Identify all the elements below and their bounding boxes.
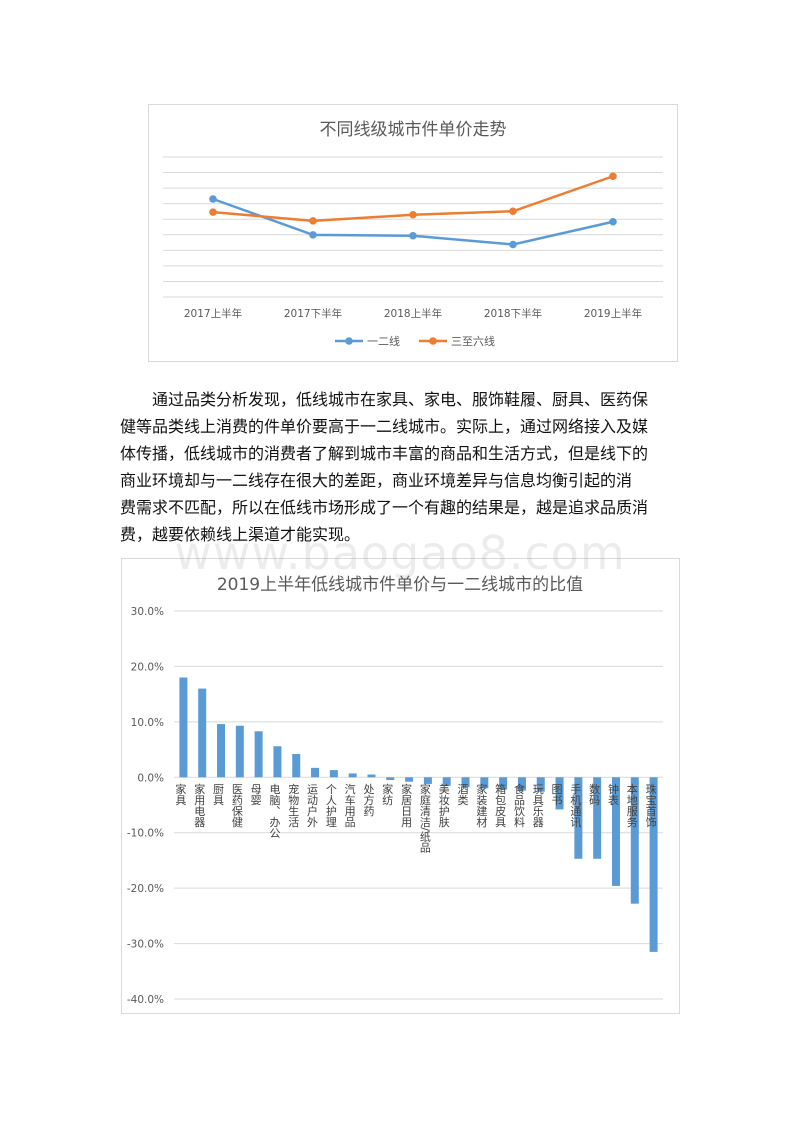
- paragraph-line-5: 费需求不匹配，所以在低线市场形成了一个有趣的结果是，越是追求品质消: [120, 498, 649, 517]
- bar: [649, 777, 658, 952]
- y-tick-label: -20.0%: [127, 883, 164, 895]
- bar: [630, 777, 639, 904]
- bar: [367, 774, 376, 778]
- series-point: [409, 231, 417, 240]
- bar: [517, 777, 526, 791]
- category-label: 玩具乐器: [531, 783, 544, 828]
- y-tick-label: -10.0%: [127, 828, 164, 840]
- bar: [423, 777, 432, 784]
- bar: [480, 777, 489, 789]
- series-point: [209, 195, 217, 203]
- category-label: 电脑、办公: [268, 783, 281, 838]
- category-label: 家具: [174, 782, 187, 805]
- category-label: 厨具: [212, 783, 225, 805]
- series-point: [309, 231, 317, 239]
- category-label: 家居日用: [400, 782, 413, 828]
- paragraph-line-6: 费，越要依赖线上渠道才能实现。: [120, 525, 361, 544]
- line-chart-title: 不同线级城市件单价走势: [320, 120, 507, 140]
- bar: [405, 777, 414, 782]
- paragraph-line-2: 健等品类线上消费的件单价要高于一二线城市。实际上，通过网络接入及媒: [120, 417, 649, 436]
- line-chart: 不同线级城市件单价走势 2017上半年 2017下半年 2018上半年 2018下半年 2…: [163, 120, 663, 348]
- y-tick-label: -40.0%: [127, 994, 164, 1006]
- category-label: 家装建材: [475, 782, 488, 827]
- line-chart-x-tick-label: 2018上半年: [384, 307, 442, 320]
- bar: [217, 724, 226, 778]
- category-label: 家庭清洁/纸品: [418, 782, 431, 853]
- legend-label-2: 三至六线: [451, 334, 495, 348]
- series-point: [409, 210, 417, 219]
- category-label: 手机通讯: [569, 782, 582, 828]
- bar: [593, 777, 602, 859]
- category-label: 家用电器: [193, 782, 206, 828]
- category-label: 运动户外: [306, 783, 319, 828]
- y-tick-label: 20.0%: [131, 661, 164, 673]
- line-chart-x-tick-label: 2019上半年: [584, 307, 642, 320]
- bar: [574, 777, 583, 859]
- category-label: 图书: [550, 783, 563, 805]
- bar: [499, 777, 508, 790]
- y-tick-label: -30.0%: [127, 939, 164, 951]
- line-chart-x-tick-label: 2018下半年: [484, 307, 542, 320]
- legend-label-1: 一二线: [367, 334, 400, 348]
- series-point: [209, 208, 217, 216]
- line-chart-x-tick-label: 2017下半年: [284, 307, 342, 320]
- category-label: 钟表: [606, 782, 619, 806]
- category-label: 宠物生活: [287, 782, 300, 828]
- bar-chart-container: 2019上半年低线城市件单价与一二线城市的比值 30.0% 20.0% 10.0% 0.…: [121, 558, 680, 1014]
- category-label: 数码: [588, 783, 601, 806]
- series-point: [509, 207, 517, 216]
- bar: [254, 731, 263, 778]
- line-chart-container: 不同线级城市件单价走势 2017上半年 2017下半年 2018上半年 2018下半年 2…: [148, 104, 678, 362]
- legend-marker-2: [429, 337, 437, 345]
- bar: [329, 770, 338, 778]
- bar-chart: 2019上半年低线城市件单价与一二线城市的比值 30.0% 20.0% 10.0% 0.…: [127, 575, 663, 1006]
- series-point: [509, 240, 517, 249]
- body-paragraph: 通过品类分析发现，低线城市在家具、家电、服饰鞋履、厨具、医药保 健等品类线上消费…: [120, 386, 680, 548]
- bar: [348, 773, 357, 778]
- y-tick-label: 30.0%: [131, 606, 164, 618]
- bar: [273, 746, 282, 778]
- category-label: 本地服务: [625, 782, 638, 827]
- category-label: 箱包皮具: [494, 782, 507, 827]
- line-chart-x-tick-label: 2017上半年: [184, 307, 242, 320]
- y-tick-label: 10.0%: [131, 717, 164, 729]
- bar: [386, 777, 395, 781]
- series-point: [309, 217, 317, 225]
- y-tick-label: 0.0%: [137, 772, 164, 784]
- legend-marker-1: [345, 337, 353, 345]
- paragraph-line-3: 体传播，低线城市的消费者了解到城市丰富的商品和生活方式，但是线下的: [120, 444, 649, 463]
- category-label: 珠宝首饰: [644, 782, 657, 827]
- bar: [461, 777, 470, 788]
- category-label: 美妆护肤: [437, 783, 450, 828]
- category-label: 处方药: [362, 783, 375, 817]
- category-label: 个人护理: [324, 783, 337, 827]
- bar: [235, 725, 244, 778]
- series-point: [609, 172, 617, 181]
- paragraph-line-1: 通过品类分析发现，低线城市在家具、家电、服饰鞋履、厨具、医药保: [152, 390, 649, 409]
- bar: [555, 777, 564, 810]
- bar: [198, 688, 207, 778]
- category-label: 家纺: [381, 782, 394, 806]
- category-label: 汽车用品: [343, 782, 356, 827]
- category-label: 食品饮料: [512, 782, 525, 828]
- paragraph-line-4: 商业环境却与一二线存在很大的差距，商业环境差异与信息均衡引起的消: [120, 471, 633, 490]
- bar: [179, 677, 188, 778]
- series-point: [609, 217, 617, 226]
- category-label: 酒类: [456, 783, 469, 806]
- bar: [311, 767, 320, 778]
- category-label: 母婴: [249, 783, 262, 806]
- bar: [292, 754, 301, 778]
- bar: [442, 777, 451, 786]
- category-label: 医药保健: [230, 783, 243, 827]
- bar: [536, 777, 545, 792]
- bar-chart-title: 2019上半年低线城市件单价与一二线城市的比值: [217, 575, 583, 595]
- bar: [611, 777, 620, 886]
